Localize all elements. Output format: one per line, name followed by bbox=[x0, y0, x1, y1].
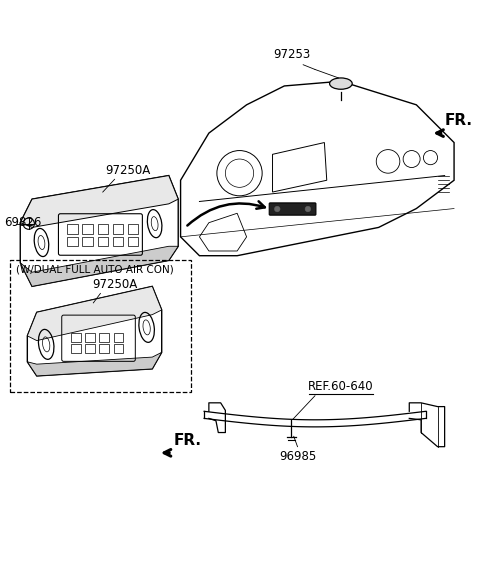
Text: FR.: FR. bbox=[444, 114, 473, 128]
Text: 69826: 69826 bbox=[4, 216, 41, 229]
Bar bbox=[67, 224, 78, 233]
Circle shape bbox=[305, 206, 311, 212]
Polygon shape bbox=[27, 352, 162, 376]
Bar bbox=[85, 333, 95, 341]
Text: 97250A: 97250A bbox=[92, 278, 137, 291]
Bar bbox=[113, 237, 123, 247]
Bar bbox=[67, 237, 78, 247]
Bar bbox=[114, 333, 123, 341]
Circle shape bbox=[275, 206, 280, 212]
Bar bbox=[128, 224, 138, 233]
Bar bbox=[83, 237, 93, 247]
Bar bbox=[97, 224, 108, 233]
Bar bbox=[71, 333, 81, 341]
Ellipse shape bbox=[330, 78, 352, 89]
Bar bbox=[97, 237, 108, 247]
Text: 97250A: 97250A bbox=[105, 164, 150, 177]
Text: REF.60-640: REF.60-640 bbox=[308, 381, 374, 394]
Bar bbox=[113, 224, 123, 233]
Text: 96985: 96985 bbox=[279, 450, 316, 463]
Bar bbox=[85, 344, 95, 353]
Bar bbox=[71, 344, 81, 353]
Polygon shape bbox=[20, 176, 178, 227]
Text: FR.: FR. bbox=[173, 433, 202, 448]
Text: (W/DUAL FULL AUTO AIR CON): (W/DUAL FULL AUTO AIR CON) bbox=[15, 264, 173, 274]
Bar bbox=[99, 333, 109, 341]
FancyBboxPatch shape bbox=[269, 203, 316, 215]
Text: 97253: 97253 bbox=[273, 48, 310, 61]
Polygon shape bbox=[20, 247, 178, 286]
Bar bbox=[128, 237, 138, 247]
Polygon shape bbox=[27, 286, 162, 341]
Bar bbox=[83, 224, 93, 233]
Bar bbox=[99, 344, 109, 353]
Bar bbox=[114, 344, 123, 353]
Bar bbox=[10, 260, 192, 391]
